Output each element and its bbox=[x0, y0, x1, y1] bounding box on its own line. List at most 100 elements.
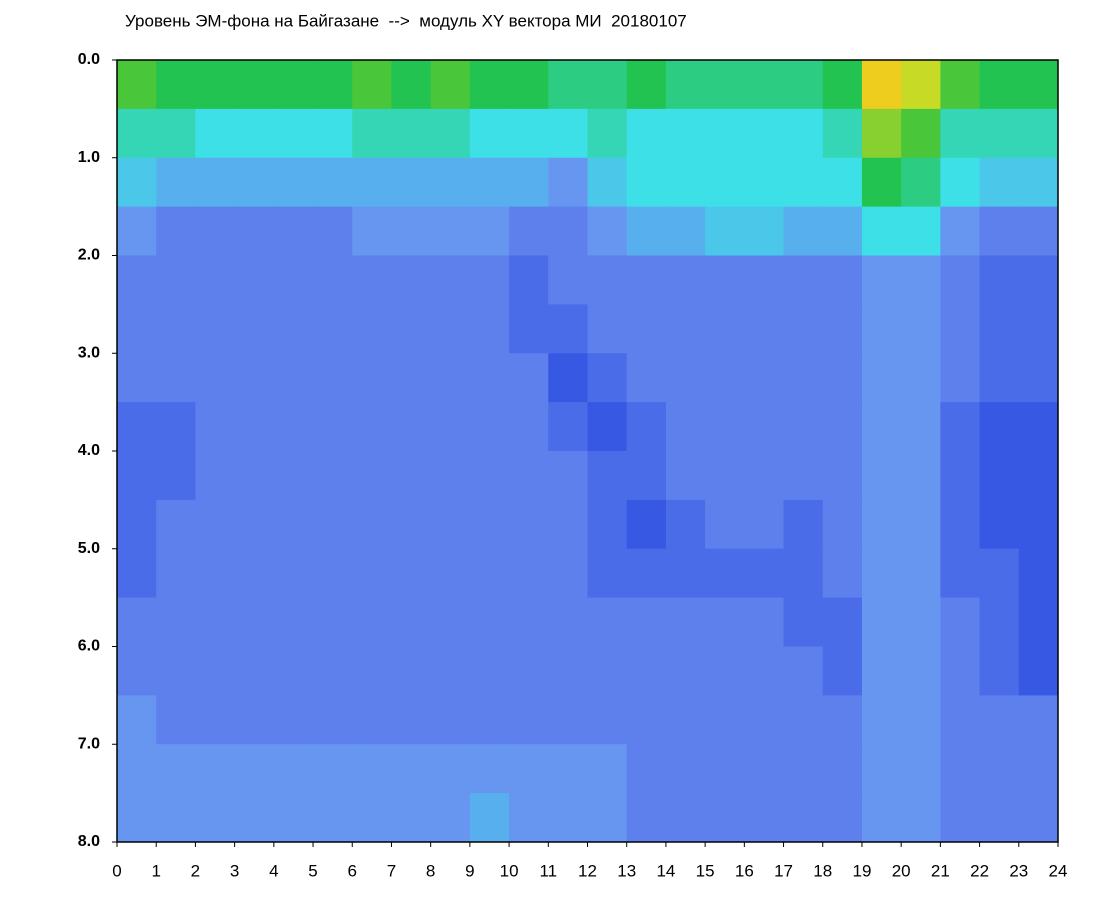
heat-cell bbox=[352, 548, 392, 599]
heat-cell bbox=[352, 499, 392, 550]
heat-cell bbox=[626, 304, 667, 354]
heat-cell bbox=[509, 108, 549, 159]
heat-cell bbox=[861, 793, 902, 843]
heat-cell bbox=[861, 646, 902, 696]
heat-cell bbox=[783, 451, 824, 501]
heat-cell bbox=[117, 60, 157, 110]
heat-cell bbox=[744, 353, 785, 403]
heat-cell bbox=[705, 60, 745, 110]
heat-cell bbox=[117, 744, 157, 794]
x-tick-label: 22 bbox=[970, 861, 989, 880]
heat-cell bbox=[430, 353, 471, 403]
heat-cell bbox=[940, 744, 981, 794]
x-tick-label: 2 bbox=[191, 861, 200, 880]
heat-cell bbox=[156, 402, 196, 452]
heat-cell bbox=[901, 548, 941, 599]
heat-cell bbox=[234, 206, 275, 256]
heat-cell bbox=[273, 597, 314, 647]
heat-cell bbox=[1018, 157, 1059, 208]
heat-cell bbox=[469, 646, 510, 696]
heat-cell bbox=[509, 157, 549, 208]
heat-cell bbox=[1018, 499, 1059, 550]
heat-cell bbox=[1018, 60, 1059, 110]
heat-cell bbox=[273, 304, 314, 354]
heat-cell bbox=[273, 744, 314, 794]
heat-cell bbox=[313, 255, 353, 305]
heat-cell bbox=[273, 353, 314, 403]
y-tick-label: 0.0 bbox=[78, 51, 100, 68]
heat-cell bbox=[705, 402, 745, 452]
heat-cell bbox=[391, 353, 432, 403]
heat-cell bbox=[979, 646, 1020, 696]
heat-cell bbox=[783, 793, 824, 843]
heat-cell bbox=[783, 402, 824, 452]
heat-cell bbox=[1018, 255, 1059, 305]
heat-cell bbox=[430, 304, 471, 354]
heat-cell bbox=[744, 108, 785, 159]
heat-cell bbox=[156, 695, 196, 745]
heat-cell bbox=[705, 353, 745, 403]
heat-cell bbox=[313, 108, 353, 159]
heat-cell bbox=[783, 646, 824, 696]
heat-cell bbox=[548, 402, 588, 452]
heat-cell bbox=[940, 255, 981, 305]
heat-cell bbox=[234, 499, 275, 550]
heat-cell bbox=[665, 451, 706, 501]
x-tick-label: 12 bbox=[578, 861, 597, 880]
heat-cell bbox=[273, 206, 314, 256]
x-tick-label: 24 bbox=[1049, 861, 1068, 880]
heat-cell bbox=[665, 157, 706, 208]
y-tick-label: 7.0 bbox=[78, 735, 100, 752]
heat-cell bbox=[744, 695, 785, 745]
heat-cell bbox=[744, 255, 785, 305]
heat-cell bbox=[861, 304, 902, 354]
heat-cell bbox=[705, 108, 745, 159]
heat-cell bbox=[352, 60, 392, 110]
heat-cell bbox=[1018, 402, 1059, 452]
heat-cell bbox=[117, 304, 157, 354]
heat-cell bbox=[861, 695, 902, 745]
heat-cell bbox=[822, 255, 863, 305]
heat-cell bbox=[195, 499, 236, 550]
heat-cell bbox=[665, 793, 706, 843]
heat-cell bbox=[273, 157, 314, 208]
heat-cell bbox=[430, 499, 471, 550]
heat-cell bbox=[626, 60, 667, 110]
heat-cell bbox=[195, 402, 236, 452]
heat-cell bbox=[195, 206, 236, 256]
heat-cell bbox=[822, 793, 863, 843]
heat-cell bbox=[548, 499, 588, 550]
heat-cell bbox=[391, 255, 432, 305]
heat-cell bbox=[979, 157, 1020, 208]
heat-cell bbox=[705, 548, 745, 599]
heat-cell bbox=[940, 206, 981, 256]
heat-cell bbox=[509, 255, 549, 305]
y-tick-label: 6.0 bbox=[78, 638, 100, 655]
x-tick-label: 7 bbox=[387, 861, 396, 880]
heat-cell bbox=[901, 793, 941, 843]
heat-cell bbox=[940, 402, 981, 452]
heat-cell bbox=[509, 646, 549, 696]
heat-cell bbox=[783, 744, 824, 794]
heat-cell bbox=[744, 60, 785, 110]
heat-cell bbox=[705, 451, 745, 501]
heat-cell bbox=[783, 60, 824, 110]
heat-cell bbox=[861, 108, 902, 159]
x-tick-label: 16 bbox=[735, 861, 754, 880]
heat-cell bbox=[901, 646, 941, 696]
heat-cell bbox=[744, 597, 785, 647]
heat-cell bbox=[548, 548, 588, 599]
heat-cell bbox=[822, 744, 863, 794]
x-tick-label: 18 bbox=[813, 861, 832, 880]
heat-cell bbox=[979, 499, 1020, 550]
heat-cell bbox=[901, 451, 941, 501]
heat-cell bbox=[313, 499, 353, 550]
heat-cell bbox=[156, 597, 196, 647]
heat-cell bbox=[705, 157, 745, 208]
heat-cell bbox=[352, 108, 392, 159]
heat-cell bbox=[469, 255, 510, 305]
heat-cell bbox=[587, 157, 628, 208]
heat-cell bbox=[313, 451, 353, 501]
heat-cell bbox=[234, 548, 275, 599]
